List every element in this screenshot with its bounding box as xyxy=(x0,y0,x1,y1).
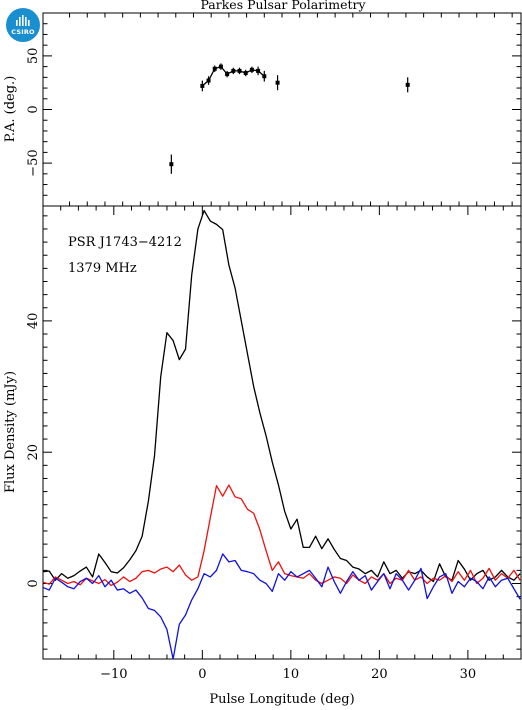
xtick-label: 0 xyxy=(198,667,206,682)
pa-point xyxy=(256,68,261,73)
pa-ytick-label: −50 xyxy=(26,149,41,176)
pa-point xyxy=(200,83,205,88)
flux-ytick-label: 20 xyxy=(26,444,41,461)
pa-point xyxy=(237,68,242,73)
flux-panel-frame xyxy=(42,205,522,660)
csiro-logo-icon: CSIRO xyxy=(6,8,40,42)
x-axis-label: Pulse Longitude (deg) xyxy=(209,692,354,707)
flux-series-lines xyxy=(42,209,521,660)
xtick-label: 20 xyxy=(371,667,388,682)
flux-series-line-0 xyxy=(42,209,521,583)
pa-point xyxy=(275,80,280,85)
flux-ytick-label: 40 xyxy=(26,313,41,330)
pa-point xyxy=(249,67,254,72)
pa-ytick-label: 0 xyxy=(26,105,41,113)
pa-panel: −50 0 50 P.A. (deg.) xyxy=(3,12,522,207)
frequency-annotation: 1379 MHz xyxy=(68,261,137,276)
pa-point xyxy=(405,82,410,87)
pa-point xyxy=(231,68,236,73)
flux-series-line-1 xyxy=(42,484,521,587)
flux-y-axis-label: Flux Density (mJy) xyxy=(3,371,18,493)
logo-text: CSIRO xyxy=(11,28,35,36)
logo-bars-icon xyxy=(16,15,30,26)
pa-axis-ticks: −50 0 50 xyxy=(26,12,521,207)
pulsar-name-annotation: PSR J1743−4212 xyxy=(68,235,182,250)
flux-series-line-2 xyxy=(42,553,521,660)
pa-data-points xyxy=(169,63,410,174)
pa-point xyxy=(243,71,248,76)
pa-y-axis-label: P.A. (deg.) xyxy=(3,76,18,143)
xtick-label: −10 xyxy=(100,667,127,682)
pa-panel-frame xyxy=(42,12,522,207)
figure-title: Parkes Pulsar Polarimetry xyxy=(200,0,366,12)
pa-ytick-label: 50 xyxy=(26,48,41,65)
pa-point xyxy=(225,72,230,77)
pa-point xyxy=(212,66,217,71)
pa-point xyxy=(206,78,211,83)
pa-point xyxy=(262,74,267,79)
pa-point xyxy=(218,64,223,69)
flux-ytick-label: 0 xyxy=(26,579,41,587)
pa-point xyxy=(169,162,174,167)
flux-axis-ticks: 0 20 40 −10 0 10 20 30 xyxy=(26,206,522,682)
xtick-label: 30 xyxy=(460,667,477,682)
xtick-label: 10 xyxy=(283,667,300,682)
